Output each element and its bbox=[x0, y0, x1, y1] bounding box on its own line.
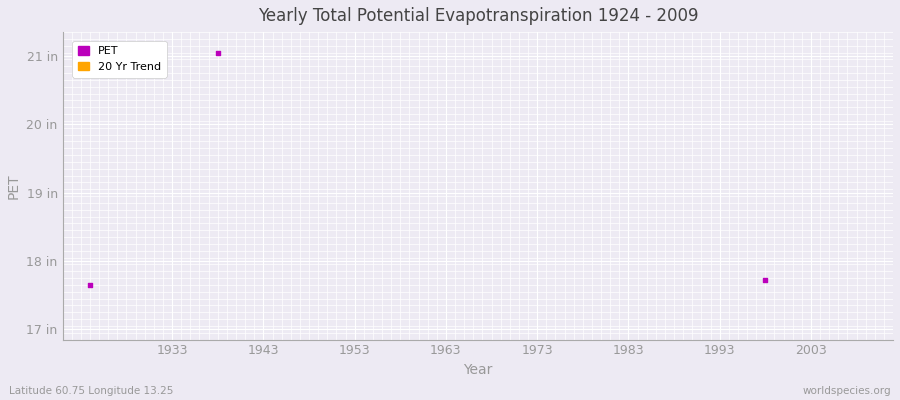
X-axis label: Year: Year bbox=[464, 363, 492, 377]
Point bbox=[211, 49, 225, 56]
Title: Yearly Total Potential Evapotranspiration 1924 - 2009: Yearly Total Potential Evapotranspiratio… bbox=[257, 7, 698, 25]
Text: worldspecies.org: worldspecies.org bbox=[803, 386, 891, 396]
Text: Latitude 60.75 Longitude 13.25: Latitude 60.75 Longitude 13.25 bbox=[9, 386, 174, 396]
Point bbox=[83, 282, 97, 288]
Y-axis label: PET: PET bbox=[7, 173, 21, 199]
Legend: PET, 20 Yr Trend: PET, 20 Yr Trend bbox=[72, 41, 166, 78]
Point bbox=[758, 277, 772, 283]
